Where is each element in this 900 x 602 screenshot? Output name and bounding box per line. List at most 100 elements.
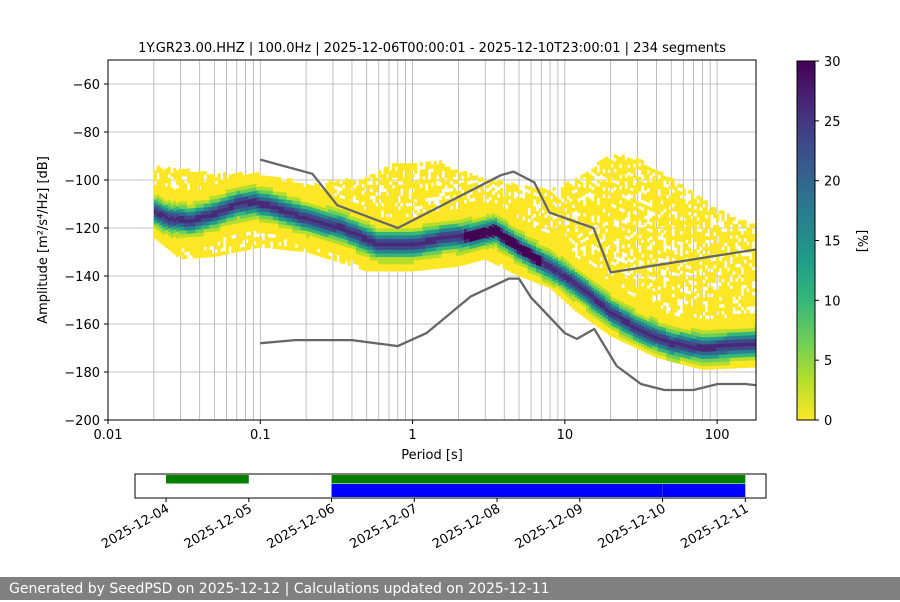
density-cell <box>627 298 630 302</box>
density-cell <box>625 163 628 167</box>
density-cell <box>187 172 190 176</box>
density-cell <box>422 173 425 177</box>
density-cell <box>234 180 237 184</box>
density-cell <box>583 292 586 296</box>
density-cell <box>503 215 506 219</box>
density-cell <box>287 229 290 233</box>
density-cell <box>602 317 605 321</box>
density-cell <box>608 191 611 195</box>
density-cell <box>555 218 558 222</box>
density-cell <box>342 253 345 257</box>
density-cell <box>173 168 176 172</box>
density-cell <box>566 271 569 275</box>
density-cell <box>583 310 586 314</box>
density-cell <box>553 284 556 288</box>
density-cell <box>209 221 212 225</box>
density-cell <box>636 334 639 338</box>
density-cell <box>655 242 658 246</box>
density-cell <box>661 298 664 302</box>
density-cell <box>528 226 531 230</box>
density-cell <box>561 220 564 224</box>
density-cell <box>669 332 672 336</box>
density-cell <box>381 253 384 257</box>
density-cell <box>467 213 470 217</box>
density-cell <box>198 251 201 255</box>
density-cell <box>464 261 467 265</box>
density-cell <box>591 309 594 313</box>
density-cell <box>375 250 378 254</box>
density-cell <box>453 256 456 260</box>
density-cell <box>619 308 622 312</box>
density-cell <box>256 205 259 209</box>
density-cell <box>655 188 658 192</box>
density-cell <box>616 159 619 163</box>
density-cell <box>481 224 484 228</box>
density-cell <box>411 232 414 236</box>
density-cell <box>425 234 428 238</box>
density-cell <box>229 239 232 243</box>
density-cell <box>251 227 254 231</box>
density-cell <box>638 238 641 242</box>
density-cell <box>680 267 683 271</box>
density-cell <box>206 192 209 196</box>
density-cell <box>550 231 553 235</box>
density-cell <box>661 283 664 287</box>
density-cell <box>464 171 467 175</box>
density-cell <box>290 182 293 186</box>
density-cell <box>514 198 517 202</box>
density-cell <box>553 209 556 213</box>
density-cell <box>403 185 406 189</box>
density-cell <box>278 231 281 235</box>
density-cell <box>683 329 686 333</box>
density-cell <box>198 243 201 247</box>
density-cell <box>494 257 497 261</box>
density-cell <box>655 343 658 347</box>
density-cell <box>154 188 157 192</box>
density-cell <box>320 196 323 200</box>
density-cell <box>458 252 461 256</box>
density-cell <box>475 229 478 233</box>
density-cell <box>561 270 564 274</box>
density-cell <box>661 240 664 244</box>
density-cell <box>680 227 683 231</box>
density-cell <box>445 239 448 243</box>
density-cell <box>381 257 384 261</box>
density-cell <box>170 230 173 234</box>
density-cell <box>525 221 528 225</box>
density-cell <box>475 226 478 230</box>
density-cell <box>467 221 470 225</box>
density-cell <box>281 210 284 214</box>
density-cell <box>630 321 633 325</box>
density-cell <box>431 190 434 194</box>
density-cell <box>627 182 630 186</box>
density-cell <box>589 249 592 253</box>
density-cell <box>240 219 243 223</box>
density-cell <box>528 251 531 255</box>
density-cell <box>663 345 666 349</box>
density-cell <box>309 221 312 225</box>
density-cell <box>348 244 351 248</box>
density-cell <box>154 210 157 214</box>
density-cell <box>187 197 190 201</box>
density-cell <box>666 339 669 343</box>
density-cell <box>638 335 641 339</box>
density-cell <box>392 232 395 236</box>
density-cell <box>306 220 309 224</box>
density-cell <box>569 191 572 195</box>
density-cell <box>411 167 414 171</box>
density-cell <box>209 253 212 257</box>
density-cell <box>655 206 658 210</box>
density-cell <box>298 215 301 219</box>
density-cell <box>597 277 600 281</box>
density-cell <box>425 180 428 184</box>
density-cell <box>566 250 569 254</box>
density-cell <box>237 180 240 184</box>
density-cell <box>528 255 531 259</box>
density-cell <box>605 193 608 197</box>
density-cell <box>270 223 273 227</box>
density-cell <box>287 196 290 200</box>
density-cell <box>641 167 644 171</box>
density-cell <box>586 211 589 215</box>
density-cell <box>655 210 658 214</box>
density-cell <box>370 260 373 264</box>
